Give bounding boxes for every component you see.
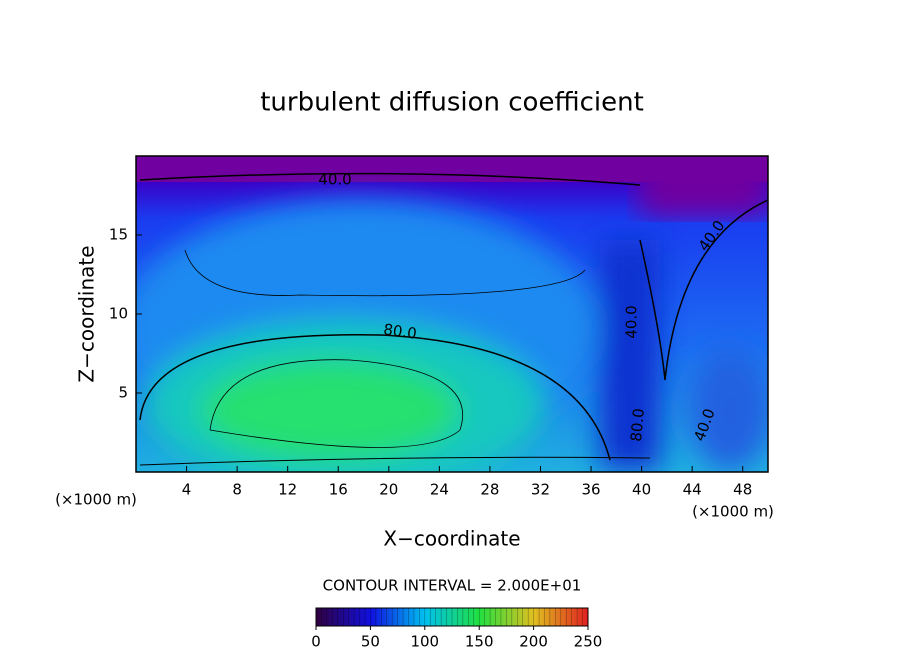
x-tick-label: 28 [480, 481, 499, 499]
colorbar-tick-label: 150 [465, 633, 494, 651]
colorbar-tick-label: 250 [574, 633, 603, 651]
colorbar-tick-label: 50 [361, 633, 380, 651]
x-axis-label: X−coordinate [383, 527, 520, 551]
x-tick-label: 4 [182, 481, 192, 499]
contour-label: 80.0 [627, 408, 648, 443]
contour-field [136, 156, 768, 472]
y-unit-label: (×1000 m) [55, 491, 137, 509]
colorbar-tick-label: 100 [410, 633, 439, 651]
contour-label: 40.0 [623, 305, 641, 338]
y-axis-label: Z−coordinate [75, 245, 99, 382]
x-tick-label: 48 [733, 481, 752, 499]
y-tick-label: 15 [109, 226, 128, 244]
x-tick-label: 36 [581, 481, 600, 499]
y-tick-label: 10 [109, 305, 128, 323]
colorbar-tick-label: 200 [519, 633, 548, 651]
chart-title: turbulent diffusion coefficient [260, 88, 644, 118]
x-tick-label: 8 [232, 481, 242, 499]
y-tick-label: 5 [118, 384, 128, 402]
contour-label: 80.0 [382, 320, 418, 342]
x-unit-label: (×1000 m) [692, 503, 774, 521]
x-tick-label: 16 [329, 481, 348, 499]
contour-label: 40.0 [318, 171, 351, 189]
x-tick-label: 32 [531, 481, 550, 499]
x-tick-label: 24 [430, 481, 449, 499]
colorbar-tick-label: 0 [311, 633, 321, 651]
x-tick-label: 40 [632, 481, 651, 499]
contour-interval: CONTOUR INTERVAL = 2.000E+01 [323, 577, 582, 595]
x-tick-label: 12 [278, 481, 297, 499]
x-tick-label: 20 [379, 481, 398, 499]
x-tick-label: 44 [683, 481, 702, 499]
